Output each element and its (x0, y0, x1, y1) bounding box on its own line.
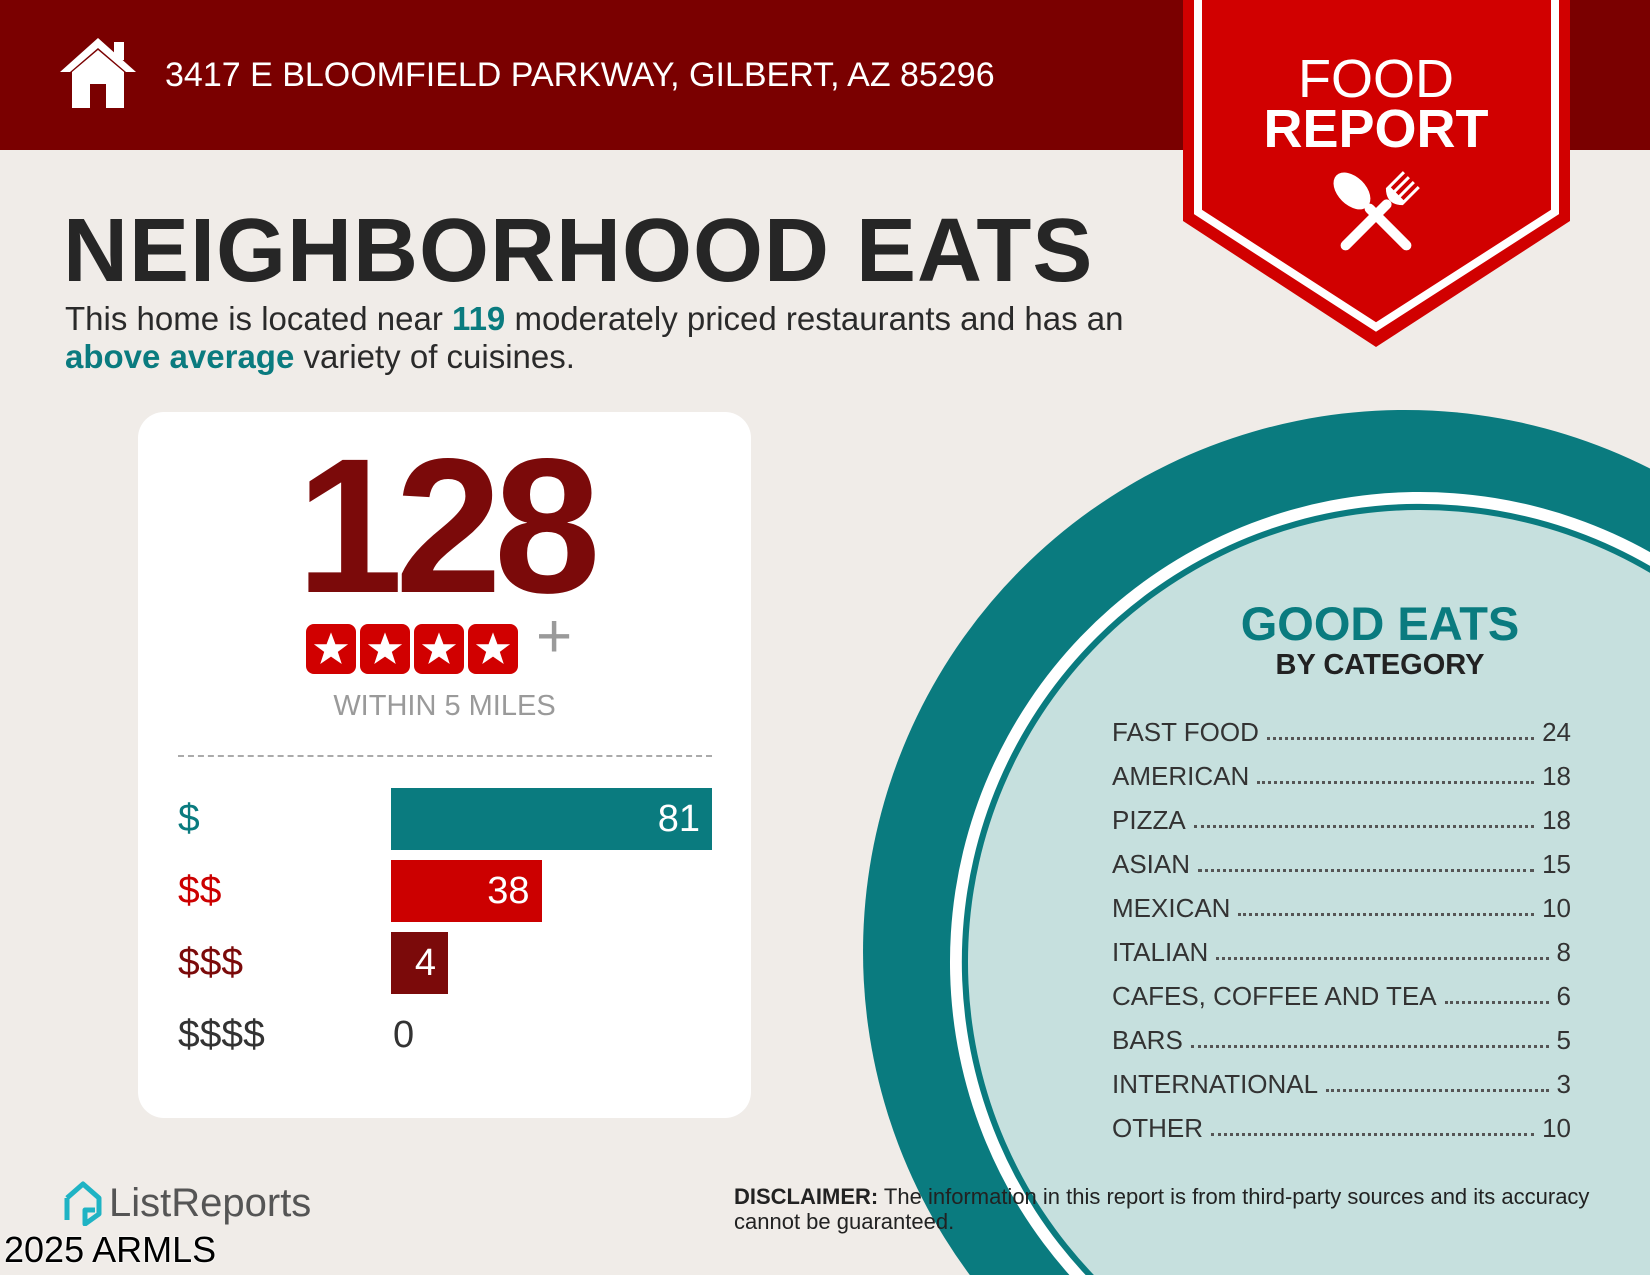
dot-leader (1266, 737, 1535, 740)
badge-line2: REPORT (1263, 99, 1488, 159)
disclaimer: DISCLAIMER: The information in this repo… (734, 1184, 1614, 1234)
dot-leader (1238, 913, 1535, 916)
category-row: ITALIAN 8 (1112, 937, 1571, 967)
logo-house-icon (64, 1181, 102, 1226)
star-icon (414, 624, 464, 674)
restaurant-count: 119 (452, 300, 506, 337)
category-row: INTERNATIONAL 3 (1112, 1069, 1571, 1099)
summary-card (138, 412, 751, 1118)
plate-center (967, 510, 1650, 1275)
category-name: CAFES, COFFEE AND TEA (1112, 981, 1437, 1011)
category-row: AMERICAN 18 (1112, 761, 1571, 791)
page-title: NEIGHBORHOOD EATS (63, 201, 1094, 301)
price-bar: 4 (391, 932, 448, 994)
star-icon (468, 624, 518, 674)
category-count: 18 (1542, 761, 1571, 791)
dot-leader (1444, 1001, 1549, 1004)
divider (178, 755, 712, 757)
variety-rating: above average (65, 338, 295, 375)
total-restaurants: 128 (296, 418, 600, 633)
price-bar: 81 (391, 788, 712, 850)
intro-part: variety of cuisines. (294, 338, 575, 375)
category-count: 15 (1542, 849, 1571, 879)
intro-part: This home is located near (65, 300, 453, 337)
categories-subtitle: BY CATEGORY (1275, 649, 1485, 681)
category-count: 10 (1542, 893, 1571, 923)
category-row: MEXICAN 10 (1112, 893, 1571, 923)
category-count: 18 (1542, 805, 1571, 835)
price-level-label: $$$$ (178, 1013, 265, 1056)
category-name: MEXICAN (1112, 893, 1231, 923)
category-count: 5 (1556, 1025, 1571, 1055)
dot-leader (1211, 1133, 1535, 1136)
food-report-badge: FOOD REPORT (1183, 0, 1570, 347)
property-address: 3417 E BLOOMFIELD PARKWAY, GILBERT, AZ 8… (165, 56, 995, 94)
category-name: ITALIAN (1112, 937, 1209, 967)
price-level-label: $$$ (178, 941, 244, 984)
dot-leader (1190, 1045, 1549, 1048)
intro-part: moderately priced restaurants and has an (505, 300, 1124, 337)
categories-title: GOOD EATS (1240, 597, 1520, 650)
star-icon (306, 624, 356, 674)
category-name: AMERICAN (1112, 761, 1250, 791)
intro-text: This home is located near 119 moderately… (65, 300, 1185, 376)
dot-leader (1198, 869, 1535, 872)
logo-text: ListReports (109, 1181, 312, 1225)
category-row: ASIAN 15 (1112, 849, 1571, 879)
dot-leader (1216, 957, 1549, 960)
star-icon (360, 624, 410, 674)
dot-leader (1326, 1089, 1549, 1092)
listreports-logo: ListReports (63, 1180, 311, 1226)
category-row: PIZZA 18 (1112, 805, 1571, 835)
category-row: OTHER 10 (1112, 1113, 1571, 1143)
home-icon (60, 38, 136, 108)
dot-leader (1257, 781, 1535, 784)
plus-sign: + (536, 602, 573, 671)
category-count: 6 (1556, 981, 1571, 1011)
category-name: FAST FOOD (1112, 717, 1259, 747)
price-level-label: $ (178, 797, 200, 840)
category-name: OTHER (1112, 1113, 1203, 1143)
category-name: INTERNATIONAL (1112, 1069, 1319, 1099)
category-count: 24 (1542, 717, 1571, 747)
copyright-watermark: 2025 ARMLS (4, 1229, 217, 1270)
category-row: BARS 5 (1112, 1025, 1571, 1055)
category-name: PIZZA (1112, 805, 1186, 835)
category-name: BARS (1112, 1025, 1183, 1055)
disclaimer-label: DISCLAIMER: (734, 1184, 879, 1209)
price-bar: 38 (391, 860, 542, 922)
price-bar-value: 0 (393, 1014, 415, 1056)
badge-line1: FOOD (1298, 49, 1454, 109)
dot-leader (1193, 825, 1535, 828)
radius-label: WITHIN 5 MILES (333, 690, 556, 722)
price-level-label: $$ (178, 869, 222, 912)
category-count: 3 (1556, 1069, 1571, 1099)
category-name: ASIAN (1112, 849, 1191, 879)
category-row: FAST FOOD 24 (1112, 717, 1571, 747)
disclaimer-text: The information in this report is from t… (734, 1184, 1590, 1234)
category-count: 8 (1556, 937, 1571, 967)
category-count: 10 (1542, 1113, 1571, 1143)
category-row: CAFES, COFFEE AND TEA 6 (1112, 981, 1571, 1011)
